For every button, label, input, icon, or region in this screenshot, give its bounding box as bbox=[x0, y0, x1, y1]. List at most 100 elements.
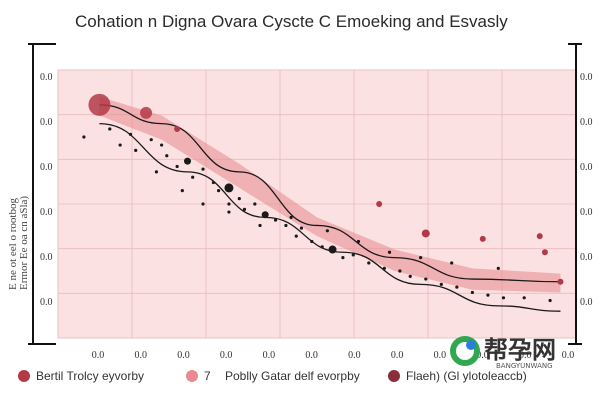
scatter-point bbox=[237, 197, 241, 201]
y-axis-label: E ne ot eel o rootbog Ermor Ee oa cn aSl… bbox=[7, 196, 30, 290]
scatter-point bbox=[175, 164, 179, 169]
scatter-point bbox=[108, 127, 112, 131]
red-marker bbox=[174, 125, 181, 132]
scatter-point bbox=[253, 202, 257, 206]
scatter-point bbox=[258, 223, 262, 228]
scatter-point bbox=[320, 245, 324, 249]
scatter-point bbox=[424, 277, 428, 281]
x-tick-label: 0.0 bbox=[519, 350, 532, 361]
scatter-point bbox=[201, 167, 205, 171]
left-tick-label: 0.0 bbox=[40, 117, 53, 128]
x-tick-label: 0.0 bbox=[92, 350, 105, 361]
red-marker bbox=[536, 233, 543, 240]
trend-line-1 bbox=[99, 104, 561, 283]
legend-item: Bertil Trolcy eyvorby bbox=[18, 369, 144, 383]
x-tick-label: 0.0 bbox=[220, 350, 233, 361]
legend-item: Flaeh) (Gl ylotoleaccb) bbox=[388, 369, 527, 383]
scatter-point bbox=[496, 266, 500, 270]
red-marker bbox=[140, 106, 153, 119]
scatter-point bbox=[224, 183, 234, 193]
legend-item: 7 bbox=[186, 369, 211, 383]
legend-label: Flaeh) (Gl ylotoleaccb) bbox=[406, 369, 527, 383]
left-tick-label: 0.0 bbox=[40, 252, 53, 263]
legend-swatch bbox=[18, 370, 30, 382]
scatter-points bbox=[82, 93, 564, 303]
right-tick-labels: 0.0 0.0 0.0 0.0 0.0 0.0 bbox=[580, 72, 593, 308]
right-tick-label: 0.0 bbox=[580, 207, 593, 218]
right-tick-label: 0.0 bbox=[580, 162, 593, 173]
legend: Bertil Trolcy eyvorby 7 Poblly Gatar delf … bbox=[18, 369, 527, 383]
watermark-logo-dot-icon bbox=[466, 340, 476, 350]
right-tick-label: 0.0 bbox=[580, 117, 593, 128]
x-tick-label: 0.0 bbox=[391, 350, 404, 361]
right-tick-label: 0.0 bbox=[580, 252, 593, 263]
scatter-point bbox=[82, 135, 86, 139]
x-tick-labels: 0.0 0.0 0.0 0.0 0.0 0.0 0.0 0.0 0.0 0.0 0.0 0.0 bbox=[92, 350, 575, 361]
scatter-point bbox=[294, 234, 298, 238]
legend-label: Poblly Gatar delf evorpby bbox=[225, 369, 360, 383]
x-tick-label: 0.0 bbox=[562, 350, 575, 361]
scatter-point bbox=[118, 143, 122, 147]
left-tick-label: 0.0 bbox=[40, 207, 53, 218]
scatter-point bbox=[273, 218, 278, 222]
scatter-point bbox=[450, 261, 454, 265]
x-tick-label: 0.0 bbox=[348, 350, 361, 361]
watermark-subtext: BANGYUNWANG bbox=[496, 362, 553, 370]
scatter-point bbox=[165, 154, 169, 158]
scatter-point bbox=[128, 132, 133, 136]
x-tick-label: 0.0 bbox=[305, 350, 318, 361]
scatter-point bbox=[242, 207, 247, 211]
scatter-point bbox=[184, 157, 191, 165]
left-tick-labels: 0.0 0.0 0.0 0.0 0.0 0.0 bbox=[40, 72, 53, 308]
legend-label: Bertil Trolcy eyvorby bbox=[36, 369, 144, 383]
scatter-point bbox=[501, 296, 506, 300]
scatter-point bbox=[211, 180, 215, 185]
watermark-text: 帮孕网 bbox=[484, 336, 556, 364]
scatter-point bbox=[470, 290, 474, 295]
scatter-point bbox=[548, 298, 552, 303]
scatter-point bbox=[310, 239, 314, 244]
chart-title: Cohation n Digna Ovara Cyscte C Emoeking… bbox=[75, 12, 508, 31]
scatter-point bbox=[522, 296, 526, 300]
legend-swatch bbox=[186, 370, 198, 382]
red-marker bbox=[557, 278, 564, 285]
right-axis-bracket bbox=[568, 43, 582, 345]
scatter-point bbox=[227, 210, 231, 214]
scatter-point bbox=[216, 189, 221, 193]
scatter-point bbox=[341, 256, 345, 260]
left-tick-label: 0.0 bbox=[40, 72, 53, 83]
scatter-point bbox=[455, 285, 459, 289]
scatter-point bbox=[439, 282, 443, 286]
scatter-point bbox=[351, 253, 355, 257]
scatter-point bbox=[419, 256, 423, 260]
y-axis-label-line-1: E ne ot eel o rootbog bbox=[7, 198, 19, 290]
x-tick-label: 0.0 bbox=[134, 350, 147, 361]
scatter-point bbox=[261, 211, 269, 219]
red-marker bbox=[479, 235, 486, 242]
right-tick-label: 0.0 bbox=[580, 297, 593, 308]
x-tick-label: 0.0 bbox=[476, 350, 489, 361]
scatter-point bbox=[160, 143, 164, 147]
legend-label: 7 bbox=[204, 369, 211, 383]
scatter-point bbox=[284, 223, 288, 228]
scatter-point bbox=[486, 293, 490, 297]
scatter-point bbox=[154, 170, 159, 174]
left-tick-label: 0.0 bbox=[40, 297, 53, 308]
scatter-point bbox=[398, 269, 402, 273]
scatter-point bbox=[149, 138, 153, 142]
x-tick-label: 0.0 bbox=[177, 350, 190, 361]
scatter-point bbox=[191, 175, 195, 179]
scatter-point bbox=[180, 189, 184, 193]
red-marker bbox=[421, 229, 430, 238]
scatter-point bbox=[289, 215, 293, 219]
scatter-point bbox=[408, 274, 412, 278]
scatter-point bbox=[367, 261, 371, 265]
scatter-point bbox=[325, 229, 329, 233]
x-tick-label: 0.0 bbox=[263, 350, 276, 361]
left-tick-label: 0.0 bbox=[40, 162, 53, 173]
scatter-point bbox=[356, 239, 361, 244]
scatter-point bbox=[134, 148, 138, 152]
left-axis-bracket bbox=[28, 43, 56, 345]
scatter-point bbox=[328, 245, 337, 254]
